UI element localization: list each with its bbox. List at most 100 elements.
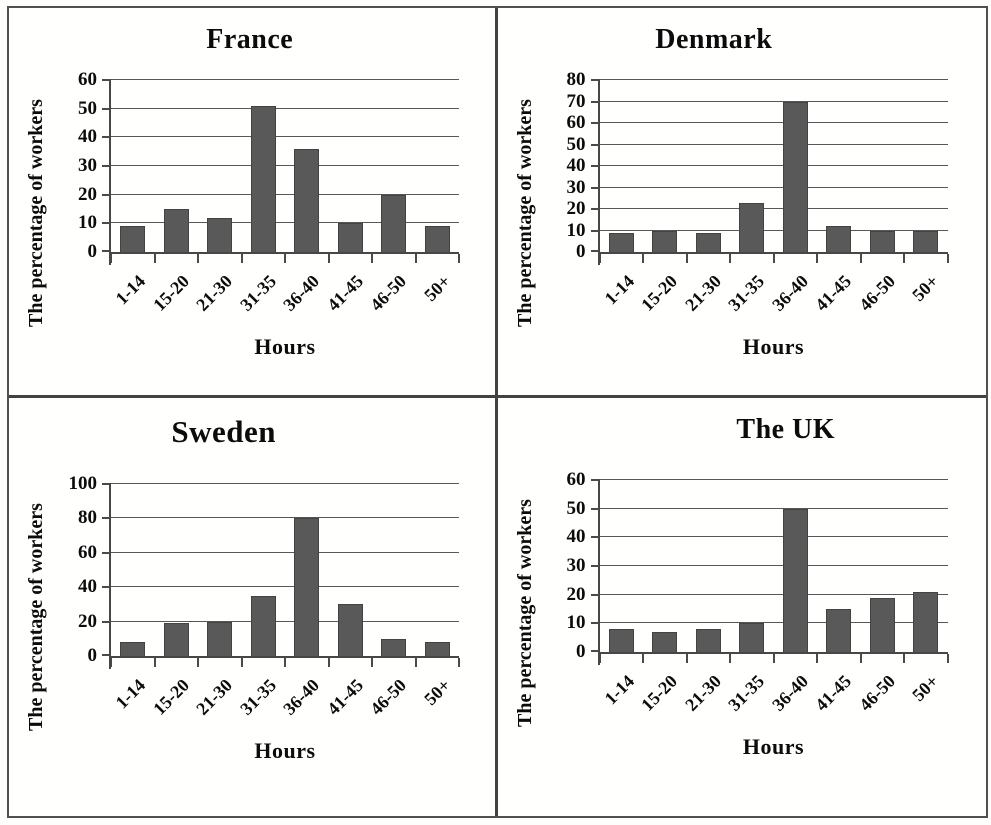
y-tick-label: 10 — [566, 612, 586, 634]
x-tick-mark — [240, 254, 243, 263]
bar-21-30 — [207, 217, 233, 252]
x-tick-mark — [903, 254, 905, 263]
x-tick-mark — [240, 658, 243, 667]
gridline — [599, 565, 948, 566]
x-tick-label: 50+ — [419, 270, 454, 306]
x-tick-mark — [110, 254, 112, 263]
chart-title-denmark: Denmark — [655, 24, 773, 55]
x-axis-title: Hours — [742, 334, 805, 359]
y-tick-mark — [590, 208, 600, 210]
y-tick-label: 20 — [566, 583, 586, 605]
x-tick-mark — [458, 254, 460, 263]
panel-denmark: Denmark The percentage of workers 0 10 20 30… — [497, 8, 987, 398]
y-tick-mark — [590, 186, 600, 189]
x-tick-mark — [197, 658, 199, 667]
y-tick-label: 20 — [78, 183, 97, 205]
x-tick-label: 31-35 — [724, 270, 769, 315]
bar-41-45 — [337, 223, 363, 252]
gridline — [599, 507, 948, 509]
y-tick-mark — [590, 143, 600, 146]
y-tick-label: 70 — [566, 90, 586, 112]
x-axis-title: Hours — [742, 734, 805, 759]
y-tick-mark — [590, 507, 600, 510]
bar-41-45 — [337, 604, 363, 656]
y-tick-label: 0 — [576, 241, 586, 262]
bar-31-35 — [739, 623, 765, 652]
x-tick-mark — [197, 254, 199, 263]
bar-15-20 — [163, 209, 189, 252]
x-tick-label: 41-45 — [323, 270, 367, 315]
bar-41-45 — [826, 609, 852, 652]
x-tick-mark — [327, 658, 330, 667]
x-tick-label: 36-40 — [768, 670, 812, 715]
x-tick-label: 50+ — [908, 670, 943, 706]
chart-canvas-denmark: The percentage of workers 0 10 20 30 40 50 60 70… — [512, 70, 987, 360]
y-axis-line — [109, 484, 111, 669]
y-tick-mark — [590, 479, 600, 481]
x-tick-mark — [153, 658, 156, 667]
y-tick-label: 20 — [78, 610, 97, 632]
gridline — [599, 100, 948, 102]
bar-36-40 — [782, 101, 808, 252]
gridline — [599, 79, 948, 80]
chart-canvas-uk: The percentage of workers 0 10 20 30 40 50 60 1-… — [512, 470, 987, 760]
y-tick-label: 20 — [566, 198, 586, 219]
panel-france: France The percentage of workers 0 10 20 30 4… — [9, 8, 498, 398]
x-tick-label: 31-35 — [236, 270, 280, 315]
x-tick-mark — [685, 654, 688, 663]
y-tick-label: 40 — [566, 526, 586, 548]
bar-36-40 — [294, 148, 320, 252]
x-tick-label: 41-45 — [811, 670, 856, 715]
x-tick-label: 1-14 — [600, 670, 638, 709]
x-tick-mark — [642, 654, 644, 663]
x-tick-mark — [816, 654, 818, 663]
x-tick-mark — [946, 654, 949, 663]
chart-canvas-france: The percentage of workers 0 10 20 30 40 50 60 1-… — [23, 70, 495, 360]
gridline — [111, 107, 459, 109]
gridline — [599, 208, 948, 209]
gridline — [599, 165, 948, 166]
charts-board: France The percentage of workers 0 10 20 30 4… — [7, 6, 988, 818]
x-tick-mark — [729, 254, 731, 263]
y-tick-mark — [590, 122, 600, 124]
x-tick-label: 1-14 — [600, 270, 638, 309]
y-tick-label: 80 — [566, 69, 586, 90]
x-tick-label: 41-45 — [811, 270, 856, 315]
bar-31-35 — [739, 202, 765, 252]
y-axis-title: The percentage of workers — [25, 99, 47, 327]
x-tick-mark — [327, 254, 330, 263]
bar-36-40 — [294, 518, 320, 656]
bar-50+ — [424, 226, 450, 252]
y-tick-label: 40 — [566, 155, 586, 176]
plot-area: 0 10 20 30 40 50 60 1-14 15-20 21-30 31-35 36-40 41-… — [78, 70, 460, 315]
gridline — [599, 186, 948, 188]
y-tick-mark — [590, 250, 600, 252]
x-tick-mark — [598, 654, 601, 663]
y-tick-label: 10 — [78, 212, 97, 234]
y-axis-line — [597, 80, 600, 265]
bar-31-35 — [250, 595, 276, 656]
x-tick-label: 21-30 — [681, 270, 725, 315]
y-tick-mark — [102, 654, 111, 656]
plot-area: 0 20 40 60 80 100 1-14 15-20 21-30 31-35 36-40 41-4… — [69, 474, 460, 719]
x-tick-mark — [729, 654, 731, 663]
y-tick-label: 50 — [566, 497, 586, 519]
x-tick-mark — [816, 254, 818, 263]
gridline — [599, 479, 948, 480]
x-tick-label: 46-50 — [366, 674, 411, 719]
y-tick-mark — [102, 107, 111, 110]
x-tick-mark — [642, 254, 644, 263]
y-tick-label: 30 — [566, 555, 586, 576]
y-tick-mark — [590, 79, 600, 81]
y-axis-line — [597, 480, 600, 665]
plot-column: 0 10 20 30 40 50 60 1-14 15-20 21-30 31-35 36-40 41-… — [78, 70, 460, 360]
x-tick-label: 50+ — [908, 270, 943, 306]
y-tick-label: 0 — [87, 241, 98, 262]
plot-column: 0 20 40 60 80 100 1-14 15-20 21-30 31-35 36-40 41-4… — [69, 474, 460, 764]
y-tick-mark — [102, 517, 111, 520]
y-tick-label: 60 — [566, 469, 586, 490]
y-tick-mark — [102, 551, 111, 554]
x-tick-label: 15-20 — [637, 270, 682, 315]
x-tick-label: 21-30 — [192, 674, 237, 719]
